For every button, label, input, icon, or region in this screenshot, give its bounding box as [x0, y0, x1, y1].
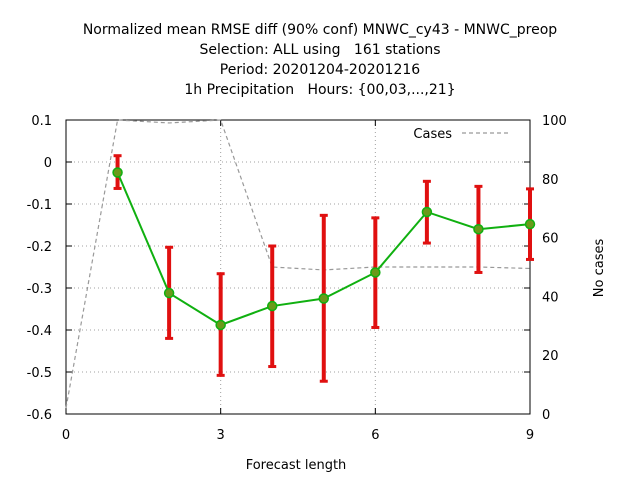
x-tick-label: 9	[526, 428, 534, 443]
y2-axis-label: No cases	[592, 239, 607, 298]
y-tick-label: -0.4	[27, 324, 52, 339]
data-point	[524, 218, 536, 230]
y-tick-label: 0.1	[31, 114, 52, 129]
errorbars	[113, 154, 534, 383]
chart-title-line-1: Normalized mean RMSE diff (90% conf) MNW…	[82, 22, 558, 38]
y-tick-label: -0.3	[27, 282, 52, 297]
y-tick-label: -0.2	[27, 240, 52, 255]
y-tick-label: -0.5	[27, 366, 52, 381]
y2-tick-label: 60	[542, 232, 559, 247]
data-point	[266, 300, 278, 312]
y-tick-label: -0.6	[27, 408, 52, 423]
chart-title-line-2: Selection: ALL using 161 stations	[199, 42, 441, 58]
rmse-diff-series	[112, 167, 536, 331]
x-tick-label: 0	[62, 428, 70, 443]
y2-tick-label: 0	[542, 408, 550, 423]
y-tick-label: -0.1	[27, 198, 52, 213]
y2-tick-label: 40	[542, 290, 559, 305]
y2-tick-label: 20	[542, 349, 559, 364]
x-tick-label: 3	[217, 428, 225, 443]
y2-tick-label: 100	[542, 114, 567, 129]
data-point	[318, 293, 330, 304]
chart-title-line-4: 1h Precipitation Hours: {00,03,...,21}	[184, 82, 456, 98]
axes: 0.10-0.1-0.2-0.3-0.4-0.5-0.6100806040200…	[27, 114, 567, 443]
legend: Cases	[413, 127, 510, 142]
data-point	[370, 267, 381, 278]
grid	[66, 120, 530, 414]
chart-title-line-3: Period: 20201204-20201216	[219, 62, 421, 78]
legend-cases-label: Cases	[413, 127, 452, 142]
cases-series	[65, 119, 531, 409]
y-tick-label: 0	[44, 156, 52, 171]
plot-frame	[65, 119, 531, 415]
cases-line	[65, 119, 531, 409]
data-point	[163, 287, 175, 299]
x-tick-label: 6	[371, 428, 379, 443]
x-axis-label: Forecast length	[246, 458, 347, 473]
data-point	[215, 319, 226, 331]
data-point	[421, 206, 433, 218]
data-point	[112, 167, 123, 178]
data-point	[473, 223, 484, 235]
y2-tick-label: 80	[542, 173, 559, 188]
